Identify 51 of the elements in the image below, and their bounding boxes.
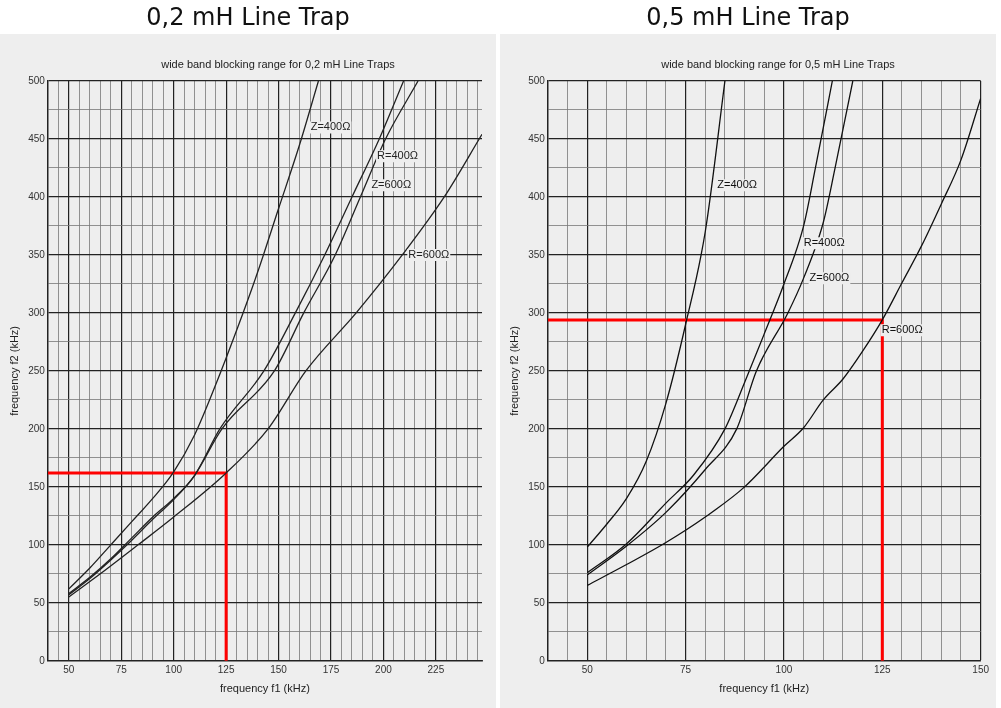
- series-label: R=400Ω: [803, 236, 845, 249]
- y-tick-label: 50: [533, 596, 546, 608]
- series-label: Z=400Ω: [717, 178, 758, 191]
- x-tick-label: 225: [427, 663, 445, 675]
- y-tick-label: 400: [528, 190, 546, 202]
- x-tick-label: 150: [270, 663, 288, 675]
- chart-subtitle: wide band blocking range for 0,2 mH Line Traps: [160, 58, 396, 72]
- y-tick-label: 150: [528, 480, 546, 492]
- y-tick-label: 0: [539, 654, 546, 666]
- x-tick-label: 100: [775, 663, 793, 675]
- series-label: R=600Ω: [881, 323, 923, 336]
- y-tick-label: 200: [528, 422, 546, 434]
- y-tick-label: 250: [528, 364, 546, 376]
- y-tick-label: 450: [528, 132, 546, 144]
- series-label: R=400Ω: [377, 149, 419, 162]
- y-tick-label: 100: [28, 538, 46, 550]
- x-tick-label: 100: [165, 663, 183, 675]
- x-tick-label: 150: [972, 663, 990, 675]
- series-label: Z=400Ω: [310, 120, 351, 133]
- y-tick-label: 500: [528, 74, 546, 86]
- x-axis-title: frequency f1 (kHz): [220, 682, 310, 695]
- y-tick-label: 400: [28, 190, 46, 202]
- x-tick-label: 175: [322, 663, 340, 675]
- y-tick-label: 150: [28, 480, 46, 492]
- y-tick-label: 300: [528, 306, 546, 318]
- y-tick-label: 350: [28, 248, 46, 260]
- x-tick-label: 75: [115, 663, 128, 675]
- y-axis-title: frequency f2 (kHz): [507, 325, 520, 416]
- y-tick-label: 200: [28, 422, 46, 434]
- x-tick-label: 75: [680, 663, 692, 675]
- y-axis-title: frequency f2 (kHz): [7, 325, 20, 416]
- series-label: Z=600Ω: [371, 178, 412, 191]
- series-label: R=600Ω: [408, 247, 450, 260]
- x-tick-label: 50: [581, 663, 594, 675]
- y-tick-label: 100: [528, 538, 546, 550]
- y-tick-label: 500: [28, 74, 46, 86]
- y-tick-label: 450: [28, 132, 46, 144]
- y-tick-label: 250: [28, 364, 46, 376]
- series-label: Z=600Ω: [809, 271, 850, 284]
- chart-title: 0,2 mH Line Trap: [0, 0, 496, 34]
- y-tick-label: 50: [33, 596, 46, 608]
- x-tick-label: 200: [375, 663, 393, 675]
- x-axis-title: frequency f1 (kHz): [719, 682, 810, 695]
- y-tick-label: 350: [528, 248, 546, 260]
- x-tick-label: 125: [873, 663, 892, 675]
- x-tick-label: 50: [63, 663, 75, 675]
- chart-title: 0,5 mH Line Trap: [500, 0, 996, 34]
- x-tick-label: 125: [217, 663, 235, 675]
- y-tick-label: 0: [39, 654, 46, 666]
- y-tick-label: 300: [28, 306, 46, 318]
- chart-subtitle: wide band blocking range for 0,5 mH Line Traps: [660, 58, 896, 72]
